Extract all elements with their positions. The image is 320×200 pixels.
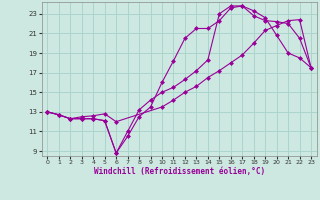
X-axis label: Windchill (Refroidissement éolien,°C): Windchill (Refroidissement éolien,°C): [94, 167, 265, 176]
